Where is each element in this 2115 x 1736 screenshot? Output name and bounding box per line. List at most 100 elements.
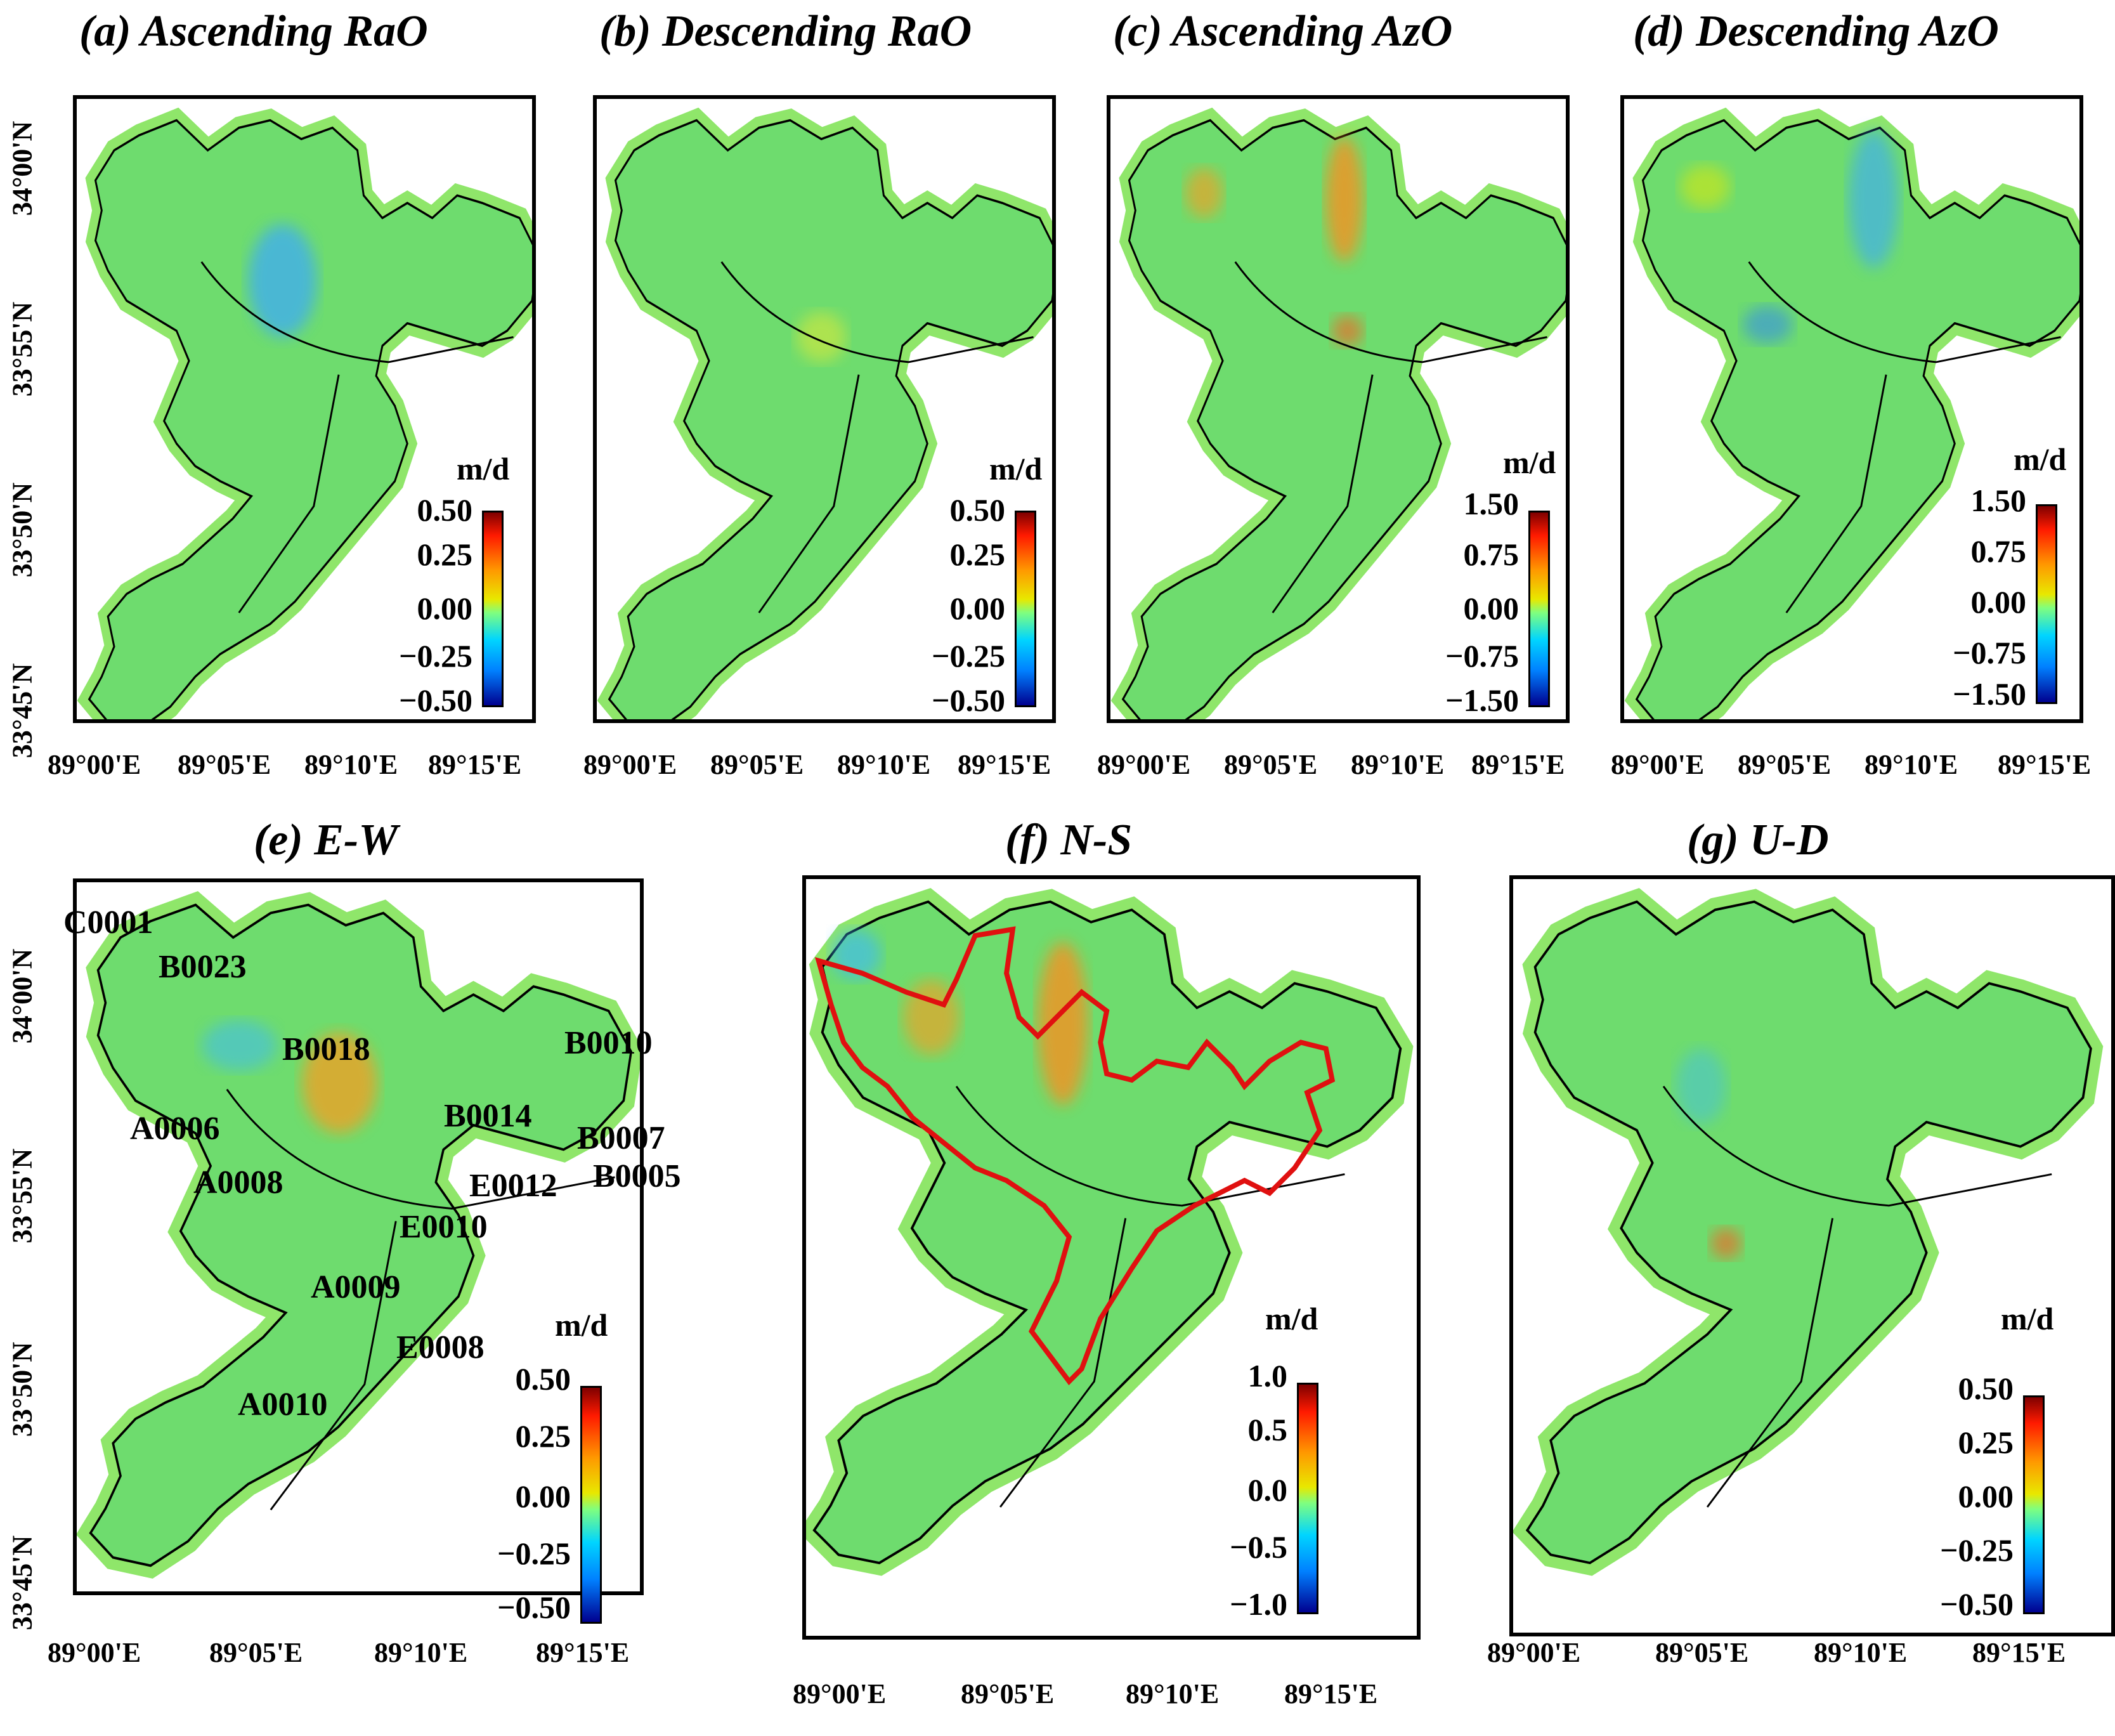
panel-title: (f) N-S	[1005, 816, 1133, 865]
colorbar-tick: −0.25	[1940, 1532, 2014, 1568]
colorbar-unit: m/d	[2014, 441, 2067, 477]
colorbar-tick: 1.0	[1247, 1358, 1288, 1393]
colorbar-tick: 0.5	[1247, 1412, 1288, 1447]
colorbar	[2036, 504, 2057, 704]
lon-label: 89°05'E	[961, 1678, 1055, 1709]
colorbar-tick: −1.50	[1445, 682, 1519, 718]
lat-label: 33°55'N	[6, 1148, 38, 1244]
colorbar-tick: 0.75	[1463, 537, 1520, 572]
ns-boundary-line	[815, 926, 1336, 1386]
glacier-label: A0006	[130, 1111, 220, 1147]
map-frame	[1509, 875, 2115, 1636]
lon-label: 89°00'E	[583, 749, 677, 780]
map-frame	[73, 95, 536, 723]
colorbar-tick: −0.75	[1953, 635, 2026, 670]
colorbar-unit: m/d	[989, 451, 1043, 486]
glacier-label: B0023	[159, 949, 247, 985]
glacier-label: A0010	[238, 1387, 328, 1423]
map-frame	[1107, 95, 1570, 723]
lon-label: 89°00'E	[48, 749, 141, 780]
lon-label: 89°05'E	[1655, 1637, 1749, 1668]
colorbar-tick: −1.50	[1953, 676, 2026, 712]
glacier-label: A0008	[193, 1165, 283, 1201]
colorbar-tick: 0.25	[515, 1418, 571, 1454]
colorbar-unit: m/d	[1503, 445, 1556, 480]
lon-label: 89°05'E	[209, 1637, 303, 1668]
lon-label: 89°15'E	[958, 749, 1051, 780]
lon-label: 89°10'E	[1351, 749, 1445, 780]
colorbar-tick: 0.00	[1958, 1478, 2014, 1514]
colorbar-tick: 0.00	[417, 591, 473, 626]
lon-label: 89°10'E	[374, 1637, 468, 1668]
glacier-label: E0012	[469, 1168, 557, 1204]
glacier-label: E0008	[396, 1329, 485, 1366]
colorbar-tick: 0.00	[949, 591, 1006, 626]
colorbar-tick: 0.25	[1958, 1425, 2014, 1460]
lon-label: 89°10'E	[1126, 1678, 1220, 1709]
colorbar-tick: −0.50	[1940, 1586, 2014, 1622]
colorbar-unit: m/d	[555, 1307, 608, 1343]
colorbar-tick: −1.0	[1230, 1586, 1287, 1622]
lon-label: 89°05'E	[710, 749, 804, 780]
velocity-map	[806, 879, 1417, 1636]
colorbar	[2023, 1395, 2045, 1614]
lon-label: 89°15'E	[1972, 1637, 2066, 1668]
colorbar-tick: 0.50	[515, 1361, 571, 1397]
panel-title: (g) U-D	[1687, 816, 1829, 865]
lon-label: 89°15'E	[1998, 749, 2092, 780]
colorbar-tick: −0.25	[399, 638, 472, 674]
glacier-label: B0010	[564, 1025, 653, 1061]
panel-title: (a) Ascending RaO	[79, 7, 428, 56]
velocity-map	[1624, 99, 2079, 719]
colorbar-tick: −0.75	[1445, 638, 1519, 674]
colorbar-tick: 0.50	[417, 492, 473, 528]
colorbar-tick: −0.25	[932, 638, 1005, 674]
map-frame	[73, 878, 644, 1595]
panel-title: (d) Descending AzO	[1633, 7, 1999, 56]
colorbar-tick: −0.5	[1230, 1529, 1287, 1565]
panel-title: (c) Ascending AzO	[1113, 7, 1453, 56]
lon-label: 89°05'E	[1224, 749, 1318, 780]
colorbar-tick: 0.00	[1463, 591, 1520, 626]
colorbar-tick: 0.25	[949, 537, 1006, 572]
glacier-label: B0018	[282, 1031, 370, 1067]
lon-label: 89°00'E	[793, 1678, 887, 1709]
colorbar-tick: −0.50	[497, 1589, 571, 1625]
colorbar-tick: 0.00	[1970, 584, 2027, 620]
glacier-label: B0007	[577, 1120, 665, 1156]
colorbar-tick: 0.50	[949, 492, 1006, 528]
colorbar	[1528, 511, 1550, 707]
glacier-label: B0014	[444, 1098, 532, 1134]
colorbar-unit: m/d	[2001, 1301, 2054, 1336]
velocity-map	[77, 882, 640, 1591]
velocity-map	[1513, 879, 2111, 1633]
lat-label: 33°45'N	[6, 1535, 38, 1631]
glacier-label: E0010	[400, 1209, 488, 1245]
colorbar-tick: −0.50	[399, 682, 472, 718]
lon-label: 89°10'E	[1814, 1637, 1908, 1668]
lon-label: 89°00'E	[1097, 749, 1191, 780]
lon-label: 89°05'E	[178, 749, 271, 780]
lon-label: 89°15'E	[1284, 1678, 1378, 1709]
velocity-map	[1110, 99, 1566, 719]
lon-label: 89°05'E	[1738, 749, 1832, 780]
lat-label: 33°55'N	[6, 301, 38, 397]
colorbar	[482, 511, 504, 707]
map-frame	[802, 875, 1421, 1640]
lat-label: 33°50'N	[6, 1341, 38, 1437]
lon-label: 89°15'E	[536, 1637, 630, 1668]
colorbar-tick: 1.50	[1463, 486, 1520, 521]
colorbar-unit: m/d	[1265, 1301, 1318, 1336]
velocity-anomaly	[248, 224, 317, 337]
colorbar-tick: −0.50	[932, 682, 1005, 718]
lon-label: 89°00'E	[48, 1637, 141, 1668]
lat-label: 33°45'N	[6, 663, 38, 759]
map-frame	[1620, 95, 2083, 723]
colorbar-unit: m/d	[457, 451, 510, 486]
map-frame	[593, 95, 1056, 723]
glacier-label: B0005	[593, 1158, 681, 1194]
panel-title: (e) E-W	[254, 816, 398, 865]
lon-label: 89°15'E	[1471, 749, 1565, 780]
panel-title: (b) Descending RaO	[599, 7, 972, 56]
velocity-map	[77, 99, 532, 719]
